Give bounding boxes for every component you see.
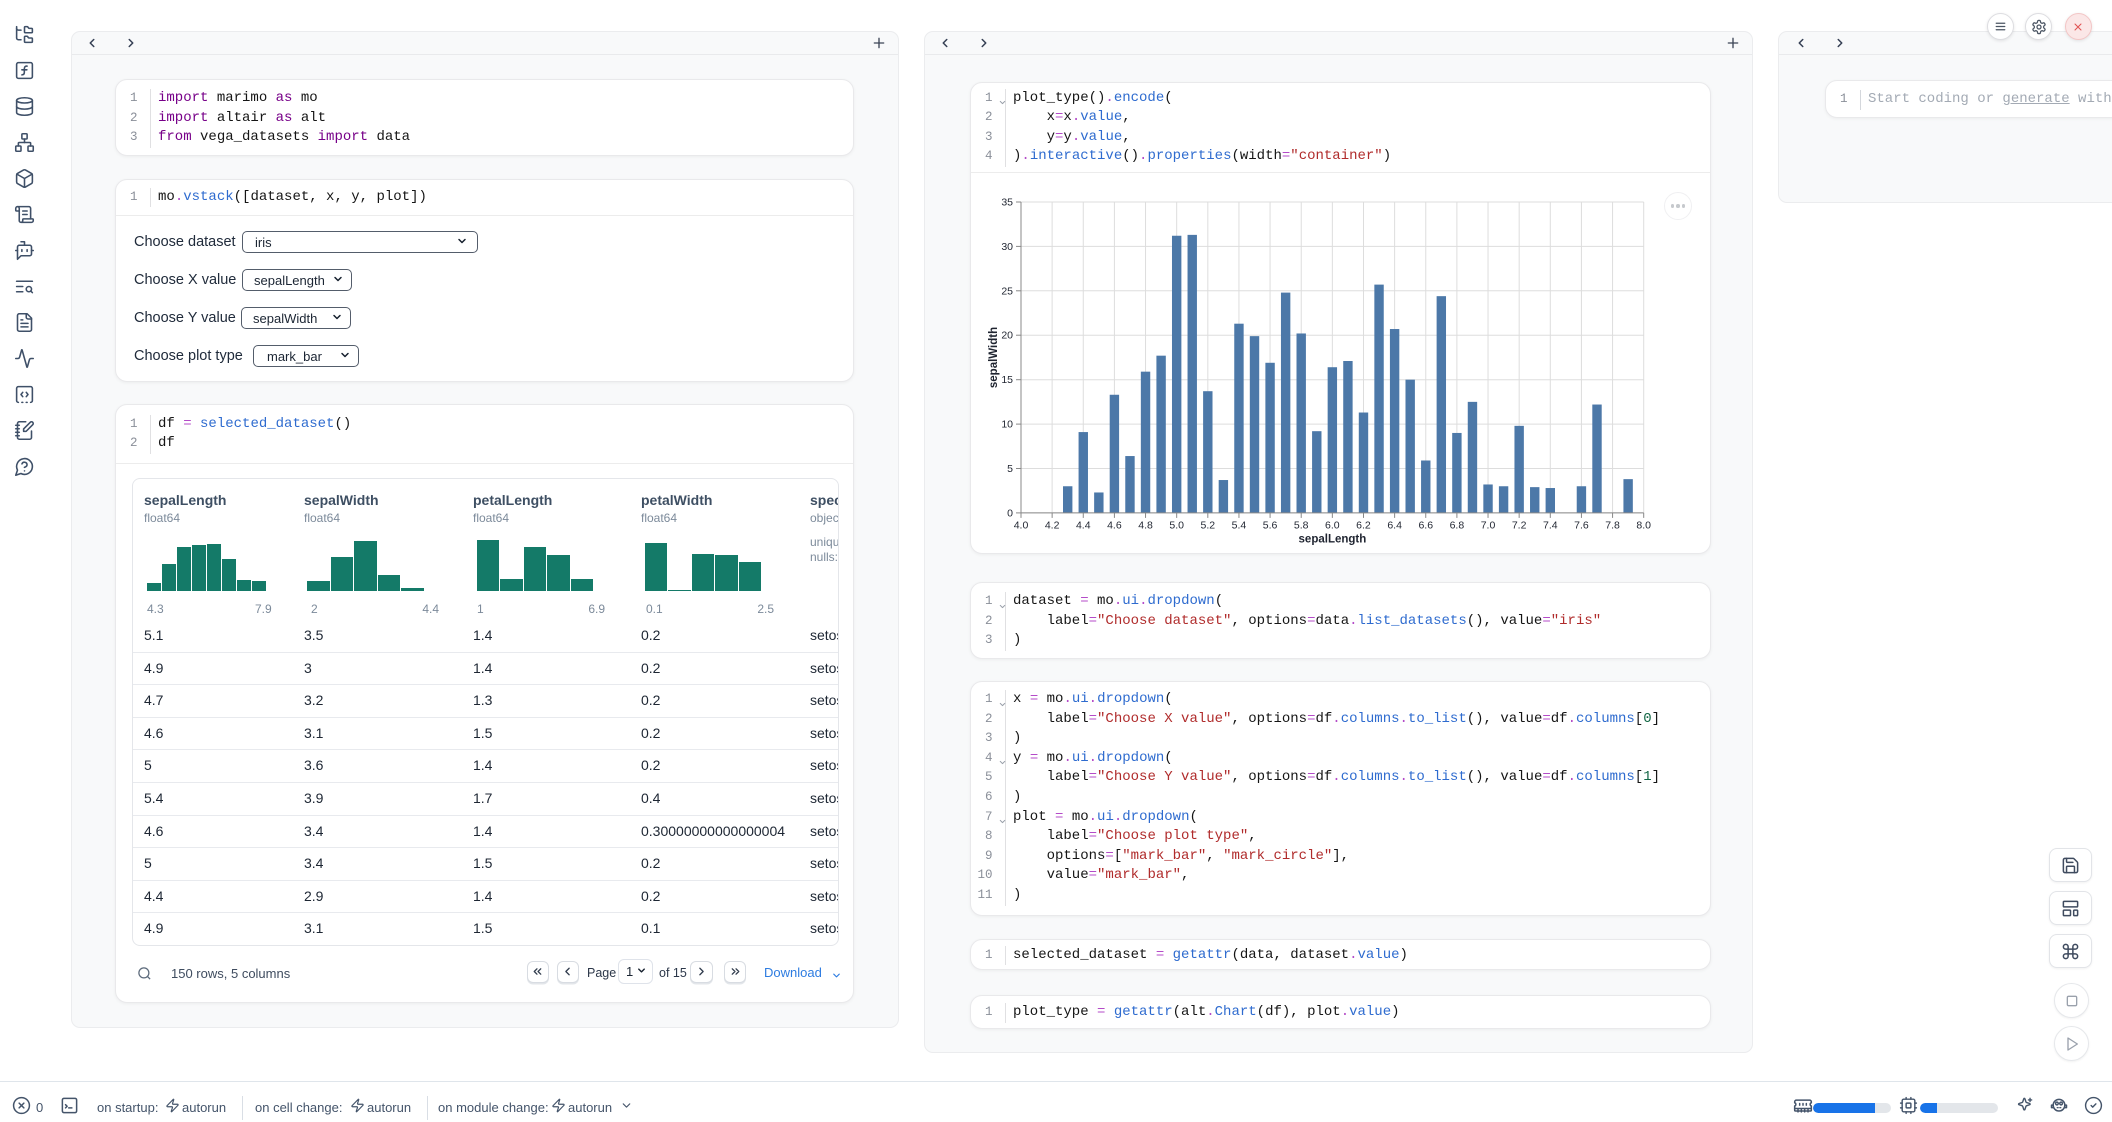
- svg-text:6.2: 6.2: [1356, 519, 1371, 531]
- svg-text:5.8: 5.8: [1294, 519, 1309, 531]
- svg-text:7.0: 7.0: [1481, 519, 1496, 531]
- svg-text:35: 35: [1001, 197, 1013, 209]
- svg-text:4.6: 4.6: [1107, 519, 1122, 531]
- svg-text:7.4: 7.4: [1543, 519, 1558, 531]
- svg-text:6.0: 6.0: [1325, 519, 1340, 531]
- svg-text:0: 0: [1007, 507, 1013, 519]
- svg-text:25: 25: [1001, 285, 1013, 297]
- svg-text:4.0: 4.0: [1014, 519, 1029, 531]
- svg-text:15: 15: [1001, 374, 1013, 386]
- svg-text:5.4: 5.4: [1232, 519, 1247, 531]
- svg-text:5.2: 5.2: [1201, 519, 1216, 531]
- svg-text:sepalWidth: sepalWidth: [988, 327, 1000, 388]
- svg-text:6.6: 6.6: [1418, 519, 1433, 531]
- svg-text:30: 30: [1001, 241, 1013, 253]
- svg-text:4.4: 4.4: [1076, 519, 1091, 531]
- svg-text:8.0: 8.0: [1636, 519, 1651, 531]
- svg-text:6.4: 6.4: [1387, 519, 1402, 531]
- svg-text:5.6: 5.6: [1263, 519, 1278, 531]
- svg-text:sepalLength: sepalLength: [1299, 534, 1367, 546]
- svg-text:5: 5: [1007, 463, 1013, 475]
- svg-text:20: 20: [1001, 330, 1013, 342]
- svg-text:7.2: 7.2: [1512, 519, 1527, 531]
- svg-text:7.8: 7.8: [1605, 519, 1620, 531]
- svg-text:4.8: 4.8: [1138, 519, 1153, 531]
- svg-text:4.2: 4.2: [1045, 519, 1060, 531]
- svg-text:7.6: 7.6: [1574, 519, 1589, 531]
- svg-text:6.8: 6.8: [1450, 519, 1465, 531]
- svg-text:5.0: 5.0: [1169, 519, 1184, 531]
- svg-text:10: 10: [1001, 419, 1013, 431]
